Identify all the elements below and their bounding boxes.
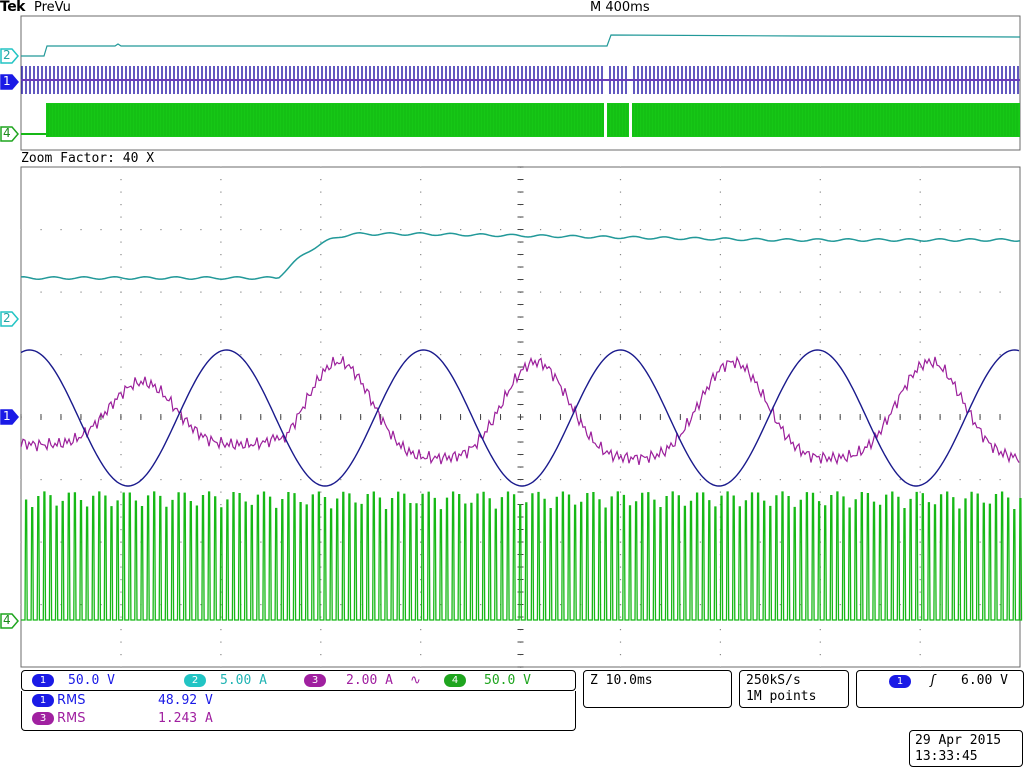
ch4-badge: 4 (444, 674, 466, 687)
overview-ch1-marker[interactable]: 1 (0, 74, 20, 90)
datetime-box: 29 Apr 2015 13:33:45 (909, 730, 1023, 767)
overview-ch4-trace (21, 103, 1020, 137)
zoom-ch1-marker[interactable]: 1 (0, 409, 20, 425)
date-label: 29 Apr 2015 (915, 733, 1002, 748)
overview-ch4-marker[interactable]: 4 (0, 126, 20, 142)
acquisition-mode: PreVu (34, 0, 71, 15)
trigger-box[interactable]: 1 ʃ 6.00 V (856, 670, 1024, 708)
zoom-ch1-trace (20, 349, 1020, 487)
trigger-slope-icon: ʃ (929, 673, 937, 688)
channel-scale-bar: 1 50.0 V 2 5.00 A 3 2.00 A ∿ 4 50.0 V (21, 670, 576, 691)
zoom-time-value: Z 10.0ms (590, 673, 653, 688)
ch3-badge: 3 (304, 674, 326, 687)
zoom-ch2-marker[interactable]: 2 (0, 311, 20, 327)
zoom-time-box[interactable]: Z 10.0ms (583, 670, 732, 708)
ch2-badge: 2 (184, 674, 206, 687)
zoom-ch3-trace (20, 355, 1020, 466)
acquisition-box[interactable]: 250kS/s 1M points (739, 670, 849, 708)
meas-ch1-badge: 1 (32, 694, 54, 707)
trigger-level: 6.00 V (961, 673, 1008, 688)
sample-rate: 250kS/s (746, 673, 801, 688)
timebase-label: M 400ms (590, 0, 650, 15)
zoom-ch4-marker[interactable]: 4 (0, 613, 20, 629)
measurements-panel: 1 RMS 48.92 V 3 RMS 1.243 A (21, 691, 576, 731)
graticule-grid (20, 166, 1001, 668)
meas-ch3-badge: 3 (32, 712, 54, 725)
record-length: 1M points (746, 689, 817, 704)
overview-ch2-marker[interactable]: 2 (0, 48, 20, 64)
ch1-badge: 1 (32, 674, 54, 687)
overview-ch1-trace (21, 66, 1020, 94)
zoom-factor-label: Zoom Factor: 40 X (21, 151, 155, 166)
trigger-source-badge: 1 (889, 675, 911, 688)
zoom-ch4-trace (21, 491, 1023, 621)
time-label: 13:33:45 (915, 749, 978, 764)
zoom-ch2-trace (20, 232, 1021, 280)
ch3-bandwidth-icon: ∿ (410, 673, 421, 688)
tek-logo: Tek (0, 0, 26, 15)
overview-ch2-trace (21, 34, 1021, 57)
